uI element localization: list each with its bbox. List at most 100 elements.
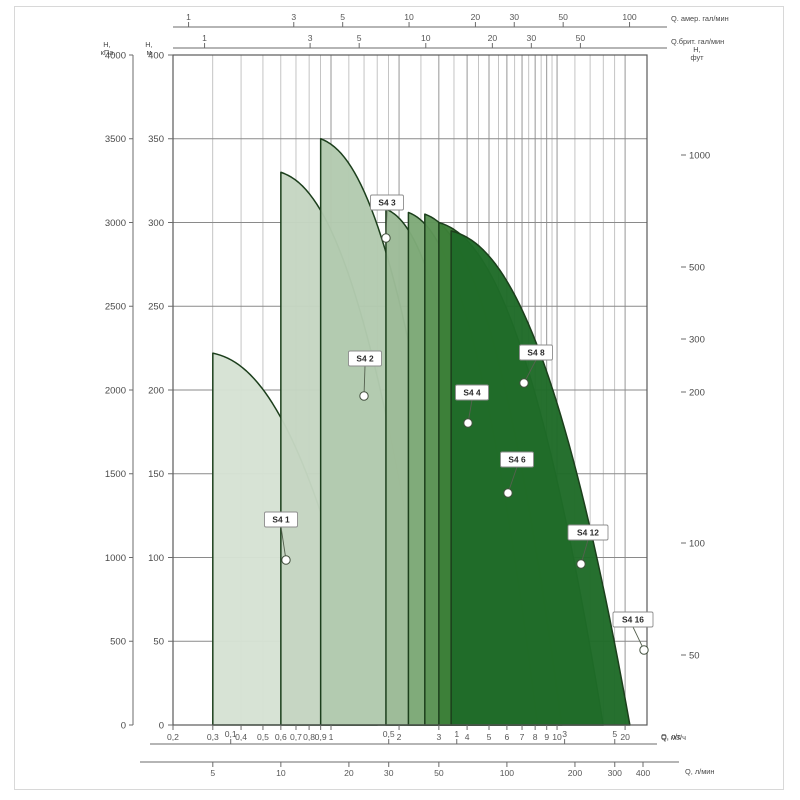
- callout-label: S4 16: [622, 615, 644, 625]
- axis-tick-label: 400: [148, 50, 164, 61]
- series-callout-s43[interactable]: S4 3: [370, 194, 404, 243]
- axis-title-usgpm: Q. амер. гал/мин: [671, 14, 729, 23]
- callout-label: S4 4: [463, 388, 481, 398]
- callout-marker-dot: [381, 233, 391, 243]
- axis-tick-label: 500: [689, 262, 705, 273]
- axis-tick-label: 200: [689, 387, 705, 398]
- series-callout-s412[interactable]: S4 12: [567, 524, 609, 569]
- axis-tick-label: 2: [397, 732, 402, 742]
- axes: 05001000150020002500300035004000H,кПа050…: [101, 12, 729, 778]
- axis-tick-label: 5: [357, 33, 362, 43]
- axis-tick-label: 50: [558, 12, 568, 22]
- axis-tick-label: 20: [620, 732, 630, 742]
- axis-tick-label: 10: [276, 768, 286, 778]
- axis-tick-label: 4: [465, 732, 470, 742]
- axis-tick-label: 50: [153, 637, 164, 648]
- axis-title-ls: Q, л/с: [661, 732, 681, 741]
- axis-tick-label: 0,8: [303, 732, 315, 742]
- axis-tick-label: 5: [612, 729, 617, 739]
- callout-box: [612, 611, 654, 628]
- callout-box: [348, 350, 382, 367]
- axis-title-ukgpm: Q.брит. гал/мин: [671, 37, 724, 46]
- axis-title-m3h: Q, м3/ч: [661, 733, 686, 742]
- axis-tick-label: 100: [148, 553, 164, 564]
- axis-tick-label: 50: [434, 768, 444, 778]
- axis-tick-label: 3000: [105, 218, 126, 229]
- axis-tick-label: 4000: [105, 50, 126, 61]
- axis-tick-label: 0,4: [235, 732, 247, 742]
- axis-tick-label: 9: [544, 732, 549, 742]
- series-callout-s48[interactable]: S4 8: [519, 344, 553, 388]
- callout-label: S4 2: [356, 354, 374, 364]
- axis-tick-label: 200: [148, 385, 164, 396]
- series-callouts[interactable]: S4 1 S4 2 S4 3 S4 4 S4 6 S4 8 S4 12 S4 16: [264, 194, 654, 655]
- axis-tick-label: 30: [527, 33, 537, 43]
- axis-tick-label: 3500: [105, 134, 126, 145]
- callout-marker-dot: [519, 378, 529, 388]
- axis-title-ft: H,: [693, 45, 700, 54]
- axis-tick-label: 0,3: [207, 732, 219, 742]
- callout-label: S4 6: [508, 455, 526, 465]
- axis-tick-label: 5: [487, 732, 492, 742]
- axis-tick-label: 200: [568, 768, 583, 778]
- series-callout-s41[interactable]: S4 1: [264, 511, 298, 565]
- callout-label: S4 1: [272, 515, 290, 525]
- axis-title-m: H,: [145, 40, 152, 49]
- callout-label: S4 3: [378, 198, 396, 208]
- axis-tick-label: 0,5: [257, 732, 269, 742]
- axis-tick-label: 0,7: [290, 732, 302, 742]
- callout-label: S4 12: [577, 528, 599, 538]
- series-callout-s46[interactable]: S4 6: [500, 451, 534, 498]
- axis-tick-label: 0,6: [275, 732, 287, 742]
- axis-tick-label: 20: [471, 12, 481, 22]
- axis-tick-label: 30: [384, 768, 394, 778]
- callout-marker-dot: [576, 559, 586, 569]
- axis-tick-label: 1: [202, 33, 207, 43]
- callout-marker-dot: [281, 555, 291, 565]
- axis-title-ft-unit: фут: [690, 53, 704, 62]
- callout-leader-line: [280, 526, 287, 561]
- axis-tick-label: 10: [552, 732, 562, 742]
- axis-tick-label: 350: [148, 134, 164, 145]
- axis-tick-label: 400: [636, 768, 651, 778]
- axis-title-lmin: Q, л/мин: [685, 767, 715, 776]
- callout-marker-dot: [359, 391, 369, 401]
- axis-tick-label: 0: [121, 720, 126, 731]
- callout-marker-dot: [463, 418, 473, 428]
- axis-tick-label: 300: [689, 334, 705, 345]
- callout-box: [264, 511, 298, 528]
- axis-tick-label: 30: [509, 12, 519, 22]
- axis-tick-label: 0,9: [315, 732, 327, 742]
- axis-title-kpa: H,: [103, 40, 110, 49]
- callout-box: [500, 451, 534, 468]
- callout-marker-dot: [503, 488, 513, 498]
- curve-bands: [212, 138, 631, 726]
- axis-tick-label: 0,5: [383, 729, 395, 739]
- axis-tick-label: 0,1: [225, 729, 237, 739]
- axis-tick-label: 0,2: [167, 732, 179, 742]
- axis-tick-label: 3: [291, 12, 296, 22]
- axis-tick-label: 10: [404, 12, 414, 22]
- callout-marker-dot: [639, 645, 649, 655]
- axis-tick-label: 3: [308, 33, 313, 43]
- callout-box: [455, 384, 489, 401]
- callout-box: [519, 344, 553, 361]
- axis-tick-label: 1: [186, 12, 191, 22]
- axis-tick-label: 100: [622, 12, 637, 22]
- axis-tick-label: 7: [520, 732, 525, 742]
- axis-tick-label: 500: [110, 637, 126, 648]
- series-callout-s416[interactable]: S4 16: [612, 611, 654, 655]
- callout-label: S4 8: [527, 348, 545, 358]
- axis-tick-label: 5: [210, 768, 215, 778]
- axis-tick-label: 1000: [105, 553, 126, 564]
- series-callout-s44[interactable]: S4 4: [455, 384, 489, 428]
- callout-box: [567, 524, 609, 541]
- axis-tick-label: 10: [421, 33, 431, 43]
- series-callout-s42[interactable]: S4 2: [348, 350, 382, 401]
- axis-tick-label: 300: [608, 768, 623, 778]
- axis-tick-label: 100: [500, 768, 515, 778]
- axis-title-m-unit: м: [146, 48, 151, 57]
- axis-tick-label: 1000: [689, 150, 710, 161]
